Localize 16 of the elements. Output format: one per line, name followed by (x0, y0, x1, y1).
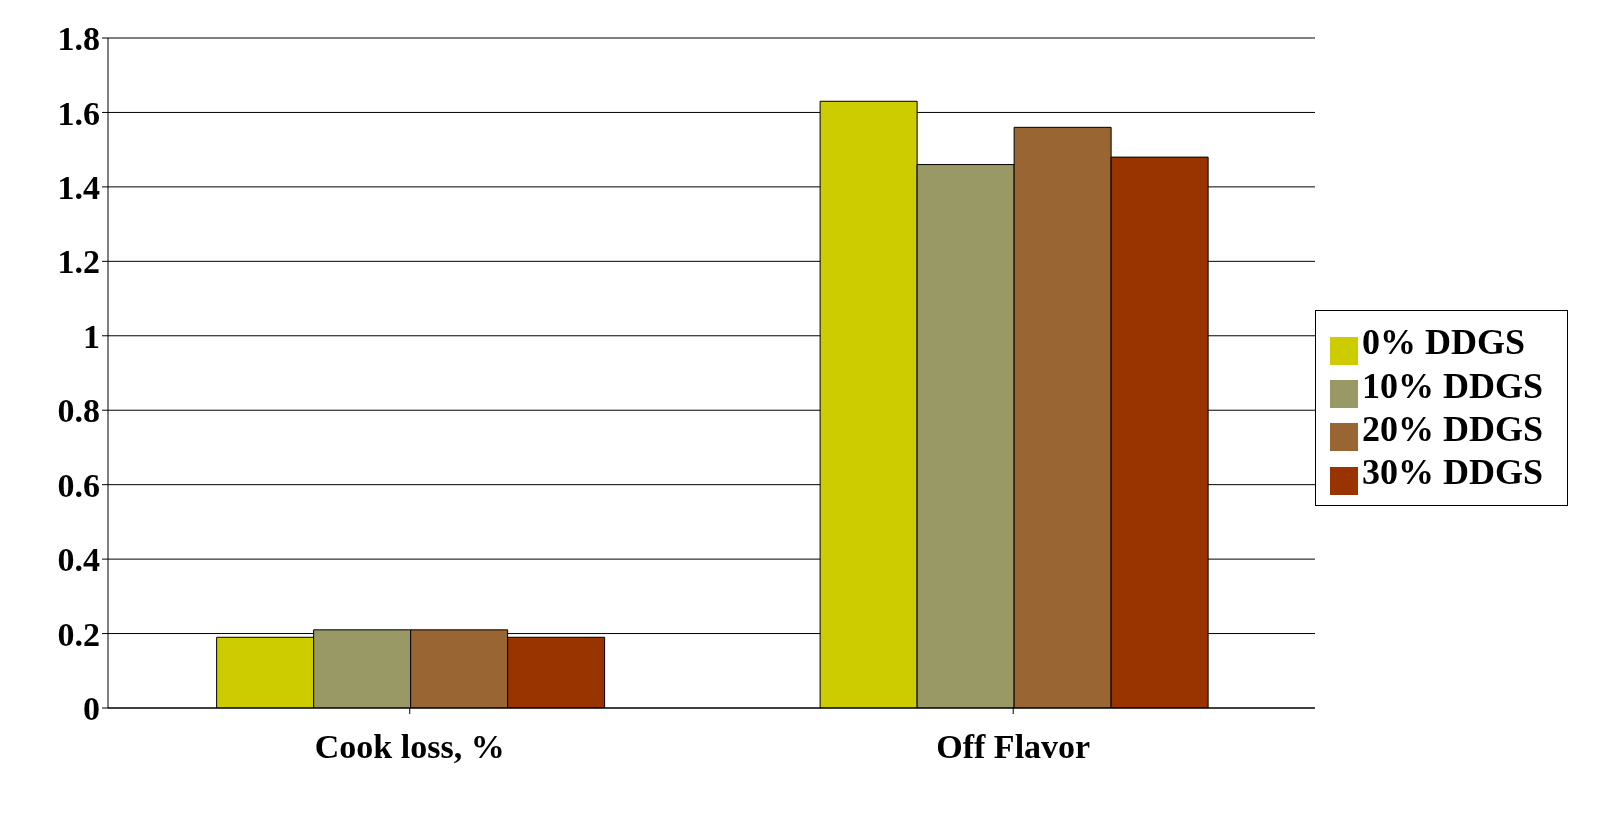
y-tick-label: 0.8 (57, 392, 100, 430)
y-tick-label: 0 (83, 690, 100, 728)
y-tick-label: 1.4 (57, 168, 100, 206)
y-tick-label: 1.8 (57, 20, 100, 58)
legend-label: 10% DDGS (1361, 365, 1543, 406)
y-tick-label: 0.2 (57, 615, 100, 653)
legend-label: 20% DDGS (1361, 409, 1543, 449)
y-tick-label: 1.2 (57, 243, 100, 281)
legend-label: 30% DDGS (1361, 452, 1543, 493)
legend-label: 0% DDGS (1361, 322, 1525, 363)
y-tick-label: 0.4 (57, 541, 100, 579)
x-tick-label: Off Flavor (936, 728, 1091, 766)
y-tick-label: 1 (83, 317, 100, 355)
y-tick-label: 0.6 (57, 466, 100, 504)
x-tick-label: Cook loss, % (314, 728, 505, 766)
y-tick-label: 1.6 (57, 94, 100, 132)
